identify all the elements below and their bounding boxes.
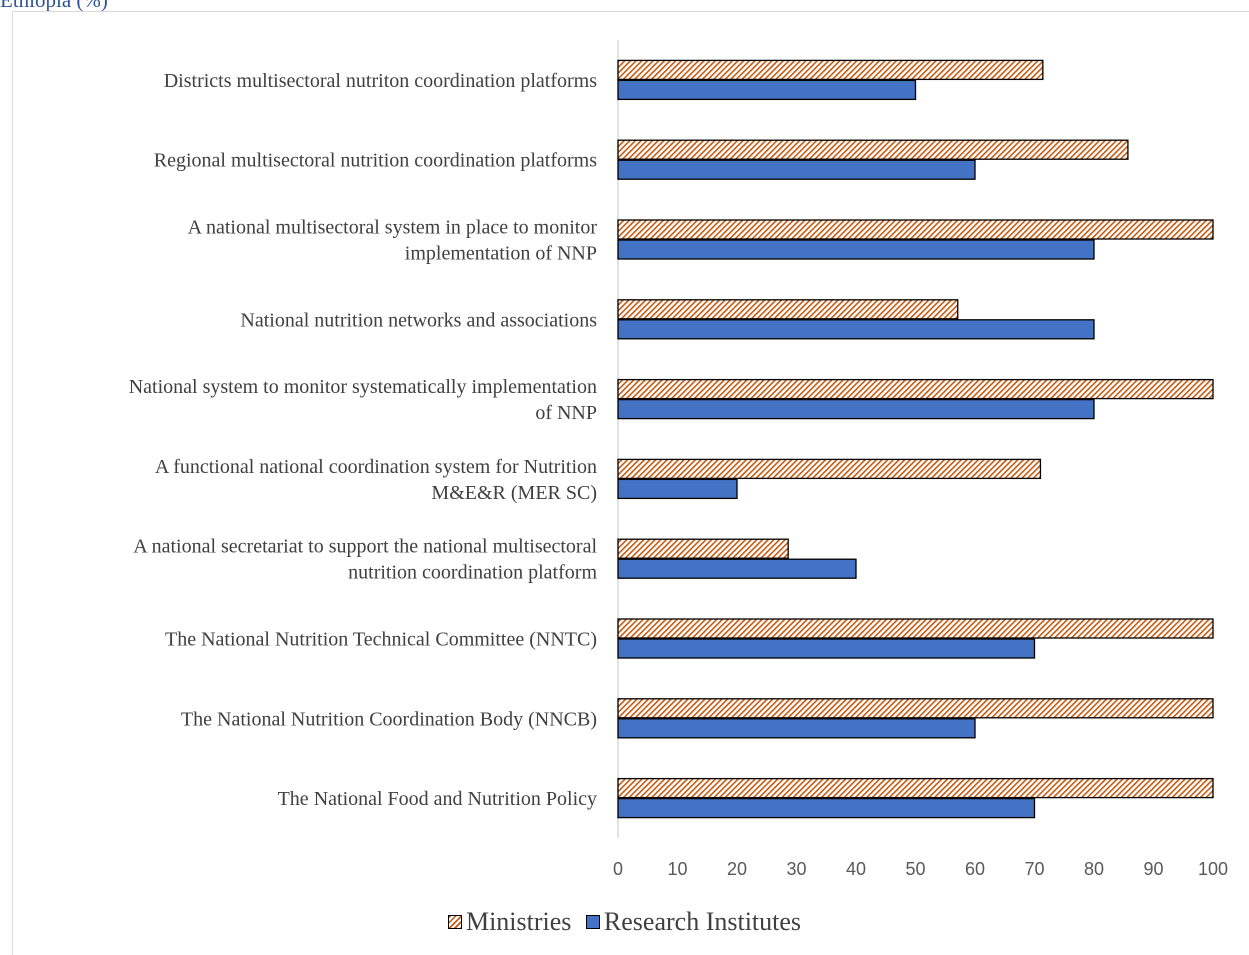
category-label: The National Nutrition Technical Committ…	[165, 629, 597, 651]
category-label: A national secretariat to support the na…	[133, 536, 597, 558]
category-label: A functional national coordination syste…	[155, 456, 597, 478]
chart-area	[12, 11, 1249, 955]
bar-ministries	[617, 59, 1044, 81]
category-label: National nutrition networks and associat…	[240, 309, 597, 331]
x-tick-label: 80	[1084, 859, 1104, 879]
category-label: The National Nutrition Coordination Body…	[181, 708, 597, 730]
bar-ministries	[617, 139, 1129, 160]
category-label: implementation of NNP	[405, 243, 597, 265]
bar-ministries	[617, 618, 1214, 639]
bar-research-institutes	[617, 478, 738, 500]
x-tick-label: 90	[1143, 859, 1163, 879]
x-tick-label: 60	[965, 859, 985, 879]
bar-ministries	[617, 299, 959, 320]
legend-swatch-research-institutes	[585, 915, 600, 929]
chart-legend: Ministries Research Institutes	[0, 906, 1249, 937]
category-label: nutrition coordination platform	[348, 562, 597, 584]
bar-ministries	[617, 378, 1214, 400]
category-label: M&E&R (MER SC)	[431, 482, 597, 504]
x-tick-label: 40	[846, 859, 866, 879]
x-tick-label: 100	[1198, 859, 1228, 879]
bar-research-institutes	[617, 718, 976, 739]
bar-research-institutes	[617, 797, 1036, 819]
bar-research-institutes	[617, 159, 976, 180]
legend-swatch-ministries	[447, 915, 462, 929]
legend-item-research-institutes: Research Institutes	[585, 907, 802, 937]
category-label: National system to monitor systematicall…	[129, 376, 597, 398]
bar-research-institutes	[617, 398, 1095, 420]
legend-label-research-institutes: Research Institutes	[603, 907, 802, 936]
x-tick-label: 0	[613, 859, 623, 879]
bar-ministries	[617, 777, 1214, 799]
category-label: The National Food and Nutrition Policy	[278, 788, 597, 810]
category-label: Regional multisectoral nutrition coordin…	[154, 150, 597, 172]
figure-caption-fragment: Ethiopia (%)	[0, 0, 108, 12]
bar-ministries	[617, 698, 1214, 719]
category-label: A national multisectoral system in place…	[188, 217, 598, 239]
bar-research-institutes	[617, 319, 1095, 340]
x-tick-label: 50	[905, 859, 925, 879]
x-tick-label: 70	[1024, 859, 1044, 879]
legend-label-ministries: Ministries	[465, 907, 572, 936]
bar-research-institutes	[617, 239, 1095, 260]
category-label: of NNP	[535, 402, 597, 424]
bar-research-institutes	[617, 638, 1036, 659]
bar-research-institutes	[617, 558, 857, 579]
bar-ministries	[617, 538, 789, 559]
x-tick-label: 20	[727, 859, 747, 879]
x-tick-label: 10	[667, 859, 687, 879]
bar-research-institutes	[617, 79, 917, 101]
bar-ministries	[617, 219, 1214, 240]
legend-item-ministries: Ministries	[447, 907, 572, 937]
x-tick-label: 30	[786, 859, 806, 879]
bar-ministries	[617, 458, 1042, 480]
category-label: Districts multisectoral nutriton coordin…	[164, 70, 597, 92]
